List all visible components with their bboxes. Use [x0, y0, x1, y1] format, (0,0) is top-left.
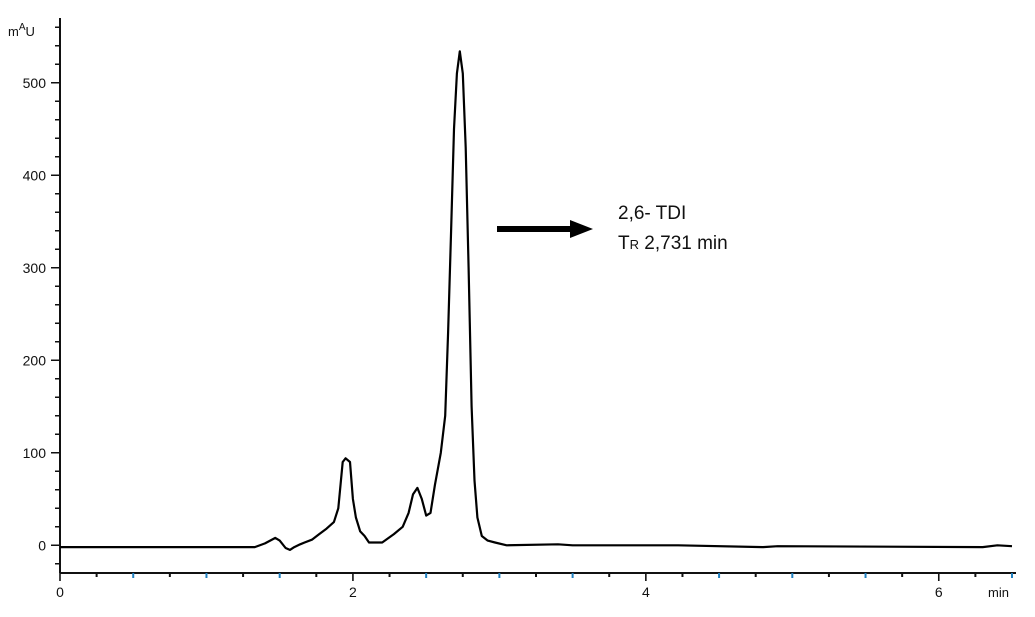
annotation-arrowhead [570, 220, 593, 238]
peak-annotation: 2,6- TDI TR 2,731 min [497, 203, 728, 254]
y-tick-label: 0 [38, 537, 46, 553]
annotation-retention-time: TR 2,731 min [618, 233, 728, 254]
annotation-compound-label: 2,6- TDI [618, 203, 686, 224]
x-tick-label: 6 [935, 584, 943, 600]
y-tick-label: 500 [23, 75, 47, 91]
y-axis: 0 100 200 300 400 500 [23, 18, 61, 573]
x-tick-label: 4 [642, 584, 650, 600]
y-ticks: 0 100 200 300 400 500 [23, 26, 60, 565]
x-axis-unit-label: min [988, 585, 1009, 600]
y-tick-label: 200 [23, 352, 47, 368]
x-axis: 0 2 4 6 [56, 572, 1016, 600]
x-tick-label: 2 [349, 584, 357, 600]
x-ticks: 0 2 4 6 [56, 573, 1013, 600]
y-tick-label: 100 [23, 445, 47, 461]
y-axis-unit-label: mAU [8, 22, 35, 39]
y-tick-label: 300 [23, 260, 47, 276]
y-tick-label: 400 [23, 167, 47, 183]
x-tick-label: 0 [56, 584, 64, 600]
series-line [60, 50, 1013, 551]
